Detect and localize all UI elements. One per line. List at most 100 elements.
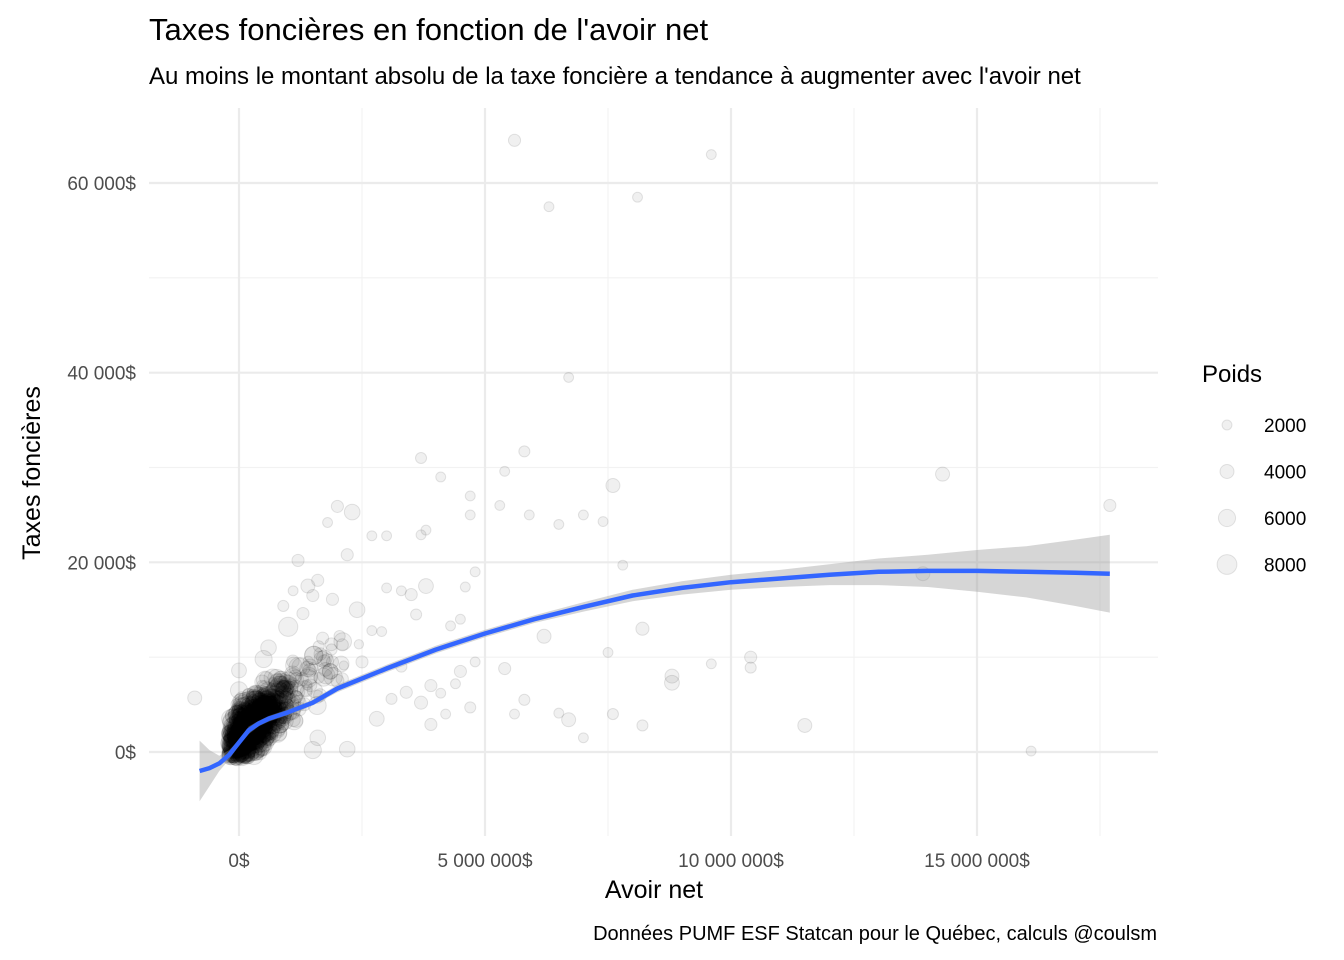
data-point: [239, 706, 251, 717]
data-point: [236, 745, 255, 764]
data-point: [262, 693, 282, 713]
data-point: [232, 707, 249, 725]
data-point: [255, 703, 269, 717]
data-point: [251, 692, 268, 709]
data-point: [226, 730, 240, 744]
data-point: [246, 684, 265, 704]
data-point: [231, 693, 251, 713]
data-point: [229, 713, 247, 732]
data-point: [246, 685, 264, 703]
data-point: [270, 701, 283, 713]
data-point: [233, 701, 246, 714]
data-point: [325, 643, 338, 656]
data-point: [244, 710, 258, 724]
data-point: [602, 646, 614, 658]
legend-key: [1221, 419, 1233, 431]
legend-key: [1216, 554, 1238, 575]
data-point: [237, 719, 250, 733]
data-point: [258, 695, 278, 715]
data-point: [240, 743, 259, 762]
data-point: [226, 722, 241, 737]
data-point: [272, 692, 290, 710]
data-point: [246, 709, 257, 720]
data-point: [237, 720, 255, 739]
data-point: [254, 727, 265, 738]
data-point: [242, 734, 257, 749]
data-point: [245, 711, 257, 723]
data-point: [376, 626, 388, 638]
data-point: [597, 516, 609, 528]
data-point: [935, 466, 951, 482]
data-point: [240, 697, 256, 713]
data-point: [226, 709, 243, 726]
data-point: [259, 681, 278, 700]
data-point: [246, 729, 261, 744]
data-point: [256, 699, 270, 713]
data-point: [232, 715, 248, 732]
data-point: [286, 654, 300, 669]
data-point: [236, 752, 248, 763]
data-point: [231, 710, 247, 727]
data-point: [255, 701, 270, 717]
data-point: [235, 711, 255, 731]
data-point: [464, 701, 477, 714]
data-point: [259, 695, 275, 711]
data-point: [450, 678, 461, 690]
data-point: [254, 688, 272, 705]
data-point: [249, 733, 265, 749]
data-point: [617, 559, 629, 571]
data-point: [252, 692, 272, 712]
data-point: [251, 691, 263, 703]
legend-label: 8000: [1264, 556, 1306, 577]
data-point: [366, 530, 378, 542]
data-point: [250, 739, 269, 758]
data-point: [253, 696, 274, 716]
y-tick-label: 60 000$: [67, 174, 136, 195]
data-point: [256, 698, 271, 713]
data-point: [266, 695, 278, 707]
data-point: [226, 725, 238, 737]
y-tick-label: 20 000$: [67, 553, 136, 574]
data-point: [229, 716, 249, 736]
data-point: [249, 697, 267, 715]
data-point: [240, 742, 253, 755]
data-point: [225, 737, 235, 747]
data-point: [236, 744, 255, 763]
legend-label: 2000: [1264, 416, 1306, 437]
data-point: [353, 639, 365, 650]
data-point: [263, 691, 281, 708]
data-point: [240, 749, 253, 762]
data-point: [257, 693, 277, 714]
data-point: [245, 688, 264, 707]
data-point: [238, 742, 249, 753]
data-point: [307, 662, 319, 673]
data-point: [330, 499, 344, 513]
data-point: [255, 724, 274, 742]
data-point: [222, 723, 241, 742]
data-point: [250, 692, 270, 712]
data-point: [469, 566, 481, 578]
data-point: [518, 445, 531, 458]
data-point: [278, 700, 289, 711]
data-point: [284, 667, 302, 686]
data-point: [244, 711, 258, 725]
data-point: [266, 700, 280, 714]
data-point: [705, 149, 717, 160]
data-point: [255, 736, 272, 753]
data-point: [250, 708, 264, 723]
data-point: [255, 729, 267, 741]
data-point: [239, 750, 254, 765]
data-point: [234, 719, 245, 729]
data-point: [255, 670, 275, 690]
data-point: [236, 711, 252, 726]
data-point: [263, 703, 275, 715]
data-point: [256, 707, 266, 717]
data-point: [244, 704, 258, 718]
data-point: [258, 697, 278, 717]
data-point: [262, 684, 281, 703]
data-point: [259, 724, 272, 737]
data-point: [262, 696, 282, 716]
data-point: [231, 712, 248, 728]
data-point: [242, 707, 261, 726]
data-point: [242, 688, 255, 701]
